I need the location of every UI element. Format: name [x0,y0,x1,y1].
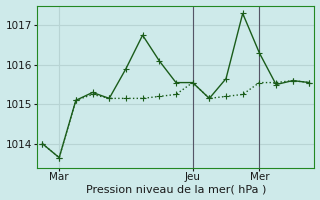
X-axis label: Pression niveau de la mer( hPa ): Pression niveau de la mer( hPa ) [86,184,266,194]
